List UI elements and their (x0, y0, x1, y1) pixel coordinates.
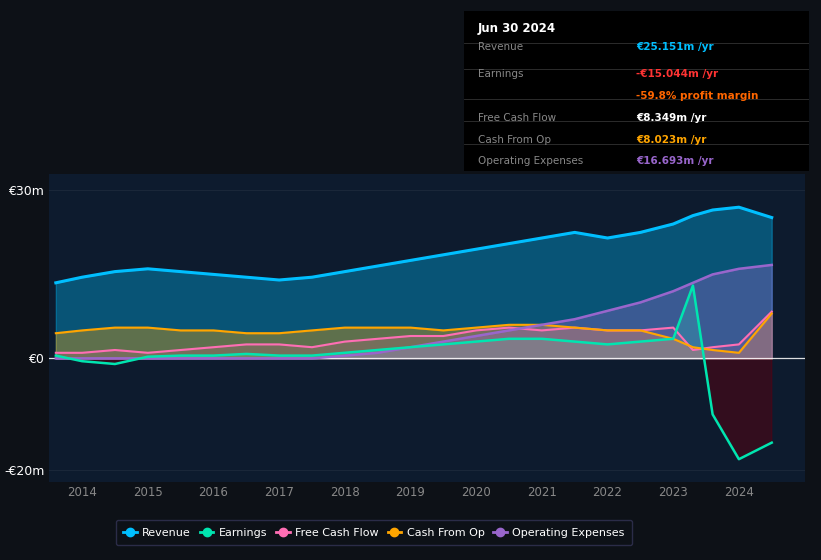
Text: €8.023m /yr: €8.023m /yr (636, 135, 707, 145)
Text: €25.151m /yr: €25.151m /yr (636, 43, 714, 52)
Text: €8.349m /yr: €8.349m /yr (636, 113, 707, 123)
Legend: Revenue, Earnings, Free Cash Flow, Cash From Op, Operating Expenses: Revenue, Earnings, Free Cash Flow, Cash … (116, 520, 632, 545)
Text: Free Cash Flow: Free Cash Flow (478, 113, 556, 123)
Text: €16.693m /yr: €16.693m /yr (636, 156, 713, 166)
Text: -59.8% profit margin: -59.8% profit margin (636, 91, 759, 101)
Text: -€15.044m /yr: -€15.044m /yr (636, 69, 718, 78)
Text: Jun 30 2024: Jun 30 2024 (478, 22, 556, 35)
Text: Earnings: Earnings (478, 69, 523, 78)
Text: Revenue: Revenue (478, 43, 523, 52)
Text: Operating Expenses: Operating Expenses (478, 156, 583, 166)
Text: Cash From Op: Cash From Op (478, 135, 551, 145)
